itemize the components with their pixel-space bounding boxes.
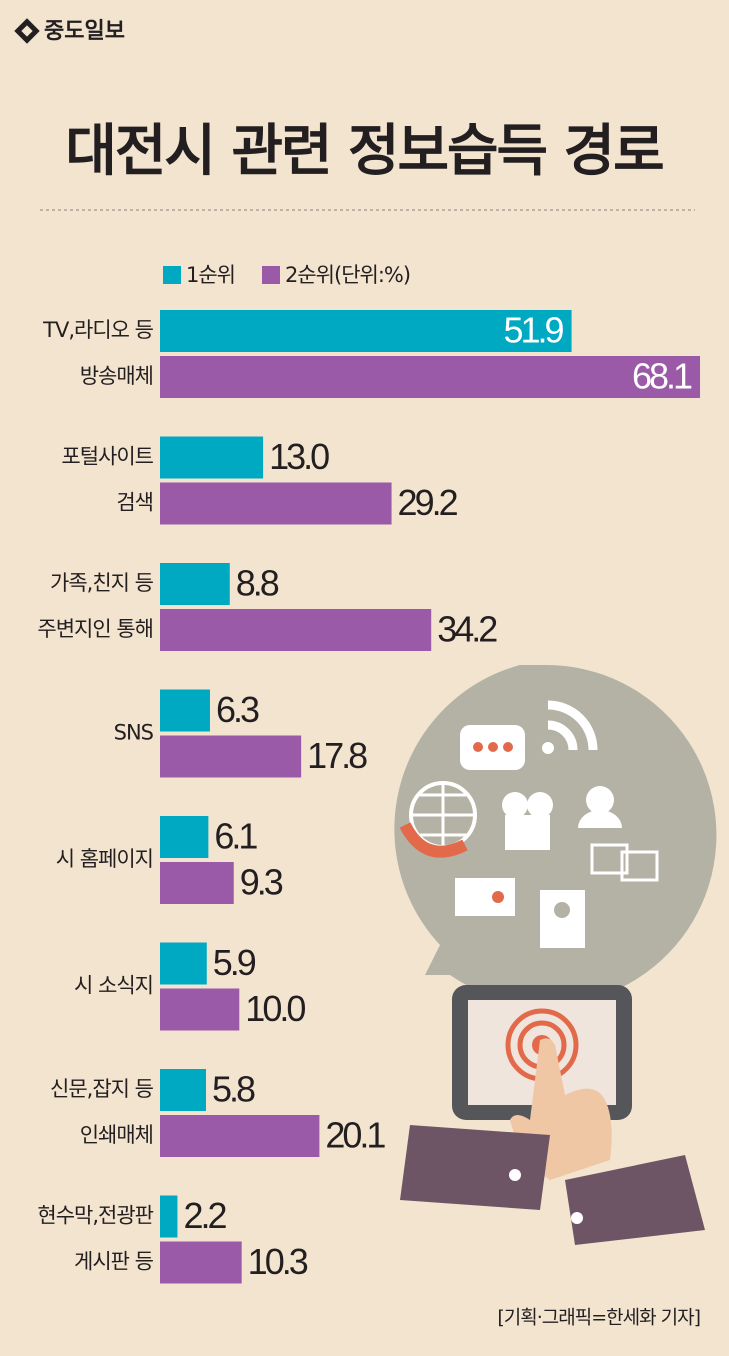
arrow-icon [399,822,468,858]
logo-mark-inner [21,25,33,37]
chart-title: 대전시 관련 정보습득 경로 [65,119,663,184]
category-label: TV,라디오 등 [42,318,154,342]
value-label: 17.8 [307,735,367,776]
value-label: 13.0 [269,436,329,477]
book-icon [455,878,515,916]
people-icon [578,810,622,828]
bar [160,436,264,479]
bar [160,816,209,858]
wifi-icon [547,700,598,751]
camera-reel [502,792,528,818]
legend-label: 2순위 [285,263,334,287]
value-label: 10.3 [248,1241,308,1282]
category-label: 시 홈페이지 [56,847,153,871]
dot [473,742,483,752]
category-label: SNS [114,721,154,745]
logo: 중도일보 [14,18,125,44]
category-label: 방송매체 [80,364,153,388]
value-label: 9.3 [240,862,283,903]
id-icon [540,890,585,948]
dot [488,742,498,752]
value-label: 6.3 [216,689,259,730]
value-label: 20.1 [325,1115,385,1156]
globe-lines [411,783,475,847]
dot [503,742,513,752]
book-dot [492,891,504,903]
value-label: 34.2 [437,609,497,650]
mail-icon [590,843,629,875]
mail-icon [620,850,659,882]
bar [160,1195,178,1238]
value-label: 10.0 [245,988,305,1029]
button [571,1212,583,1224]
credit: [기획·그래픽=한세화 기자] [497,1307,700,1329]
bar [160,988,240,1031]
bar [160,689,210,732]
bar [160,1069,206,1111]
category-label: 게시판 등 [74,1250,154,1274]
bar [160,609,432,651]
value-label: 5.9 [213,942,256,983]
sleeve [400,1125,550,1210]
illustration [394,664,717,1245]
bar [160,942,207,985]
bar [160,310,572,352]
bar [160,862,234,904]
category-label: 검색 [116,491,153,515]
people-icon [586,786,614,814]
legend-swatch [163,266,181,284]
value-label: 8.8 [236,563,279,604]
camera-reel [527,792,553,818]
category-label: 신문,잡지 등 [50,1077,154,1101]
value-label: 51.9 [503,310,563,351]
category-label: 현수막,전광판 [37,1204,153,1228]
wifi-dot [542,742,554,754]
sleeve [565,1155,705,1245]
bar [160,356,701,398]
value-label: 6.1 [214,816,257,857]
legend-label: 1순위 [186,263,235,287]
category-label: 시 소식지 [74,974,153,998]
legend: 1순위 2순위 (단위:%) [163,263,411,287]
bar [160,1241,242,1284]
value-label: 5.8 [212,1069,255,1110]
value-label: 29.2 [398,482,458,523]
value-label: 68.1 [632,356,692,397]
bar [160,735,302,778]
camera-icon [505,815,550,850]
id-face [554,902,570,918]
category-label: 인쇄매체 [80,1123,153,1147]
value-label: 2.2 [183,1195,226,1236]
logo-text: 중도일보 [44,19,125,44]
button [509,1169,521,1181]
legend-swatch [262,266,280,284]
unit-note: (단위:%) [334,263,410,287]
category-label: 포털사이트 [61,445,153,469]
category-label: 주변지인 통해 [37,617,153,641]
bar [160,482,392,525]
bar [160,563,230,605]
bar [160,1115,320,1157]
category-label: 가족,친지 등 [50,571,154,595]
